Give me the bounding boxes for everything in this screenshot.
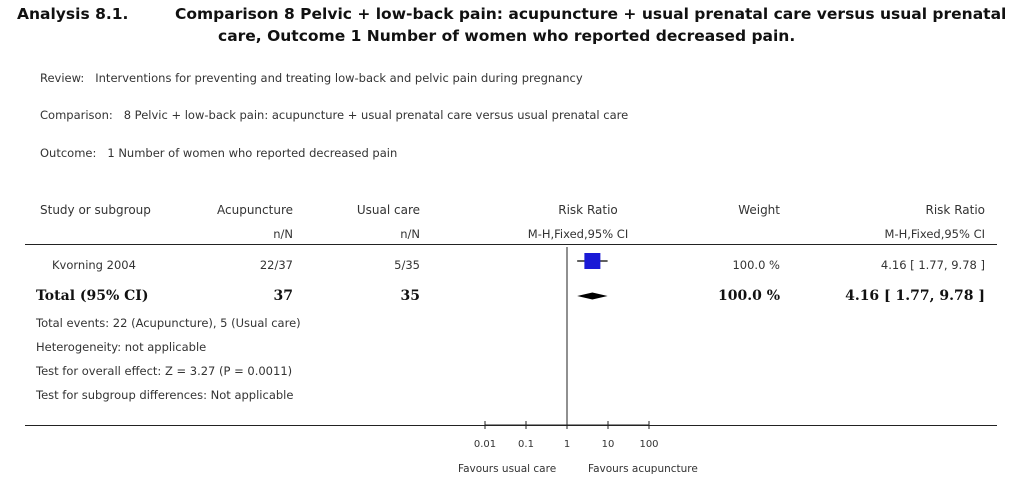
col-rr-sub: M-H,Fixed,95% CI (884, 227, 985, 241)
total-label: Total (95% CI) (36, 288, 149, 304)
overall-effect: Test for overall effect: Z = 3.27 (P = 0… (36, 364, 293, 378)
header-rule (25, 244, 997, 245)
study-weight: 100.0 % (732, 258, 780, 272)
title-line-1: Comparison 8 Pelvic + low-back pain: acu… (175, 5, 1007, 23)
total-rr: 4.16 [ 1.77, 9.78 ] (845, 288, 985, 304)
review-label: Review: (40, 71, 85, 85)
x-tick-label-0: 0.01 (474, 439, 496, 450)
total-events: Total events: 22 (Acupuncture), 5 (Usual… (36, 316, 301, 330)
x-tick-label-2: 1 (564, 439, 570, 450)
col-usual-header: Usual care (356, 203, 420, 217)
comparison-label: Comparison: (40, 108, 113, 122)
review-line: Review: Interventions for preventing and… (40, 71, 583, 85)
x-tick-label-4: 100 (639, 439, 658, 450)
study-usual: 5/35 (394, 258, 420, 272)
heterogeneity: Heterogeneity: not applicable (36, 340, 207, 354)
study-rr: 4.16 [ 1.77, 9.78 ] (880, 258, 985, 272)
total-weight: 100.0 % (717, 288, 780, 304)
col-rr-header: Risk Ratio (925, 203, 986, 217)
total-usual: 35 (400, 288, 420, 304)
pooled-diamond (577, 292, 608, 300)
x-tick-label-1: 0.1 (518, 439, 534, 450)
col-weight-header: Weight (738, 203, 780, 217)
col-usual-sub: n/N (400, 227, 420, 241)
comparison-line: Comparison: 8 Pelvic + low-back pain: ac… (40, 108, 628, 122)
col-rr-plot-sub: M-H,Fixed,95% CI (527, 227, 629, 241)
study-name: Kvorning 2004 (52, 258, 136, 272)
study-acupuncture: 22/37 (259, 258, 293, 272)
outcome-label: Outcome: (40, 146, 97, 160)
col-acupuncture-header: Acupuncture (217, 203, 293, 217)
outcome-value: 1 Number of women who reported decreased… (107, 146, 398, 160)
col-study-header: Study or subgroup (40, 203, 151, 217)
subgroup-differences: Test for subgroup differences: Not appli… (36, 388, 294, 402)
x-tick-label-3: 10 (602, 439, 615, 450)
outcome-line: Outcome: 1 Number of women who reported … (40, 146, 397, 160)
total-acupuncture: 37 (273, 288, 293, 304)
favours-right-label: Favours acupuncture (588, 463, 698, 475)
col-rr-plot-header: Risk Ratio (558, 203, 618, 217)
title-line-2: care, Outcome 1 Number of women who repo… (218, 27, 796, 45)
analysis-label: Analysis 8.1. (17, 5, 129, 23)
comparison-value: 8 Pelvic + low-back pain: acupuncture + … (123, 108, 629, 122)
study-effect-square-0 (584, 253, 601, 269)
favours-left-label: Favours usual care (458, 463, 557, 475)
review-value: Interventions for preventing and treatin… (95, 71, 583, 85)
col-acupuncture-sub: n/N (273, 227, 293, 241)
